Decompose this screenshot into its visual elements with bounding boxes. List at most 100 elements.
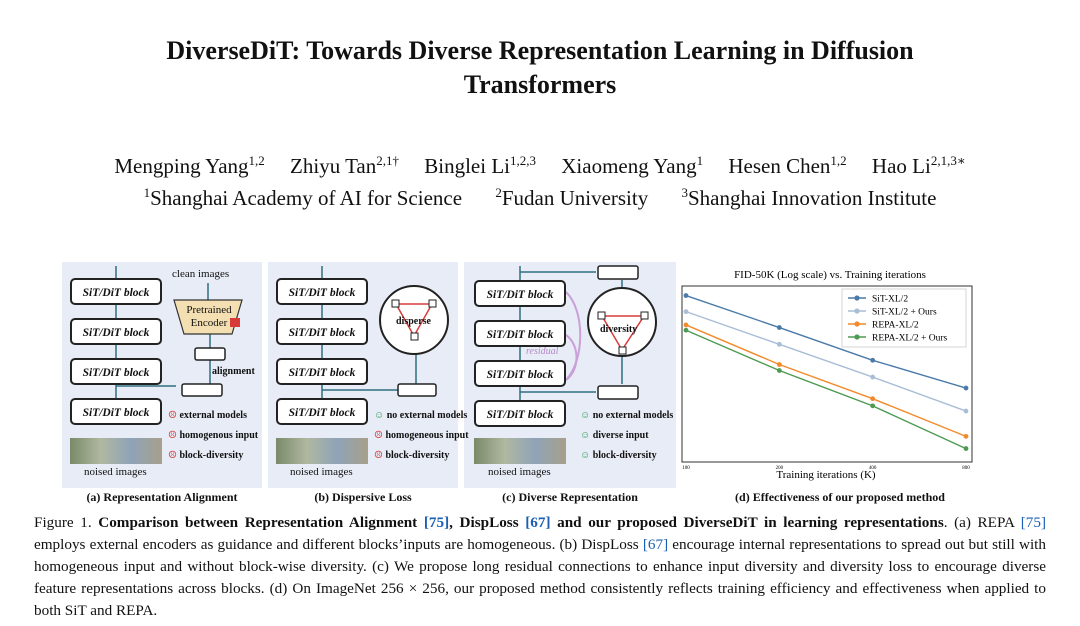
panel-b-label: (b) Dispersive Loss <box>314 490 412 504</box>
legend-label: SiT-XL/2 <box>872 295 908 305</box>
sit-dit-block: SiT/DiT block <box>70 358 162 385</box>
happy-face-icon: ☺ <box>580 450 593 461</box>
title-line-2: Transformers <box>463 70 617 99</box>
diversity-label: diversity <box>600 324 638 335</box>
sad-face-icon: ☹ <box>168 410 180 421</box>
data-point <box>963 385 969 391</box>
noised-image-thumbnail <box>474 438 566 464</box>
legend-item: ☹ block-diversity <box>374 450 450 461</box>
chart-legend: SiT-XL/2 SiT-XL/2 + Ours REPA-XL/2 REPA-XL/… <box>841 288 967 348</box>
sit-dit-block: SiT/DiT block <box>276 318 368 345</box>
alignment-label: alignment <box>212 366 255 377</box>
data-point <box>776 325 782 330</box>
data-point <box>870 357 876 363</box>
happy-face-icon: ☺ <box>580 410 593 421</box>
sit-dit-block: SiT/DiT block <box>474 320 566 347</box>
data-point <box>683 309 689 315</box>
sit-dit-block: SiT/DiT block <box>276 358 368 385</box>
data-point <box>963 433 969 439</box>
fid-chart: FID-50K (Log scale) vs. Training iterati… <box>681 269 973 481</box>
legend-marker <box>854 334 860 340</box>
series-line-4 <box>685 329 967 450</box>
panel-a-label: (a) Representation Alignment <box>86 490 238 504</box>
paper-title: DiverseDiT: Towards Diverse Representati… <box>0 34 1080 102</box>
figure-caption: Figure 1. Comparison between Representat… <box>34 514 1047 619</box>
data-point <box>776 362 782 367</box>
x-tick-label: 400 <box>869 466 877 471</box>
legend-label: REPA-XL/2 + Ours <box>872 334 948 344</box>
noised-images-label: noised images <box>488 466 551 478</box>
data-point <box>776 341 782 347</box>
legend-item: ☹ homogenous input <box>168 430 259 441</box>
author: Mengping Yang1,2 <box>114 153 265 178</box>
sad-face-icon: ☹ <box>168 430 180 441</box>
data-point <box>870 374 876 380</box>
sit-dit-block: SiT/DiT block <box>70 398 162 425</box>
happy-face-icon: ☺ <box>580 430 593 441</box>
sad-face-icon: ☹ <box>168 450 180 461</box>
sit-dit-block: SiT/DiT block <box>70 318 162 345</box>
sit-dit-block: SiT/DiT block <box>276 398 368 425</box>
sad-face-icon: ☹ <box>374 450 386 461</box>
affiliation: 1Shanghai Academy of AI for Science <box>143 185 463 210</box>
data-point <box>963 408 969 414</box>
legend-item: ☺ no external models <box>374 410 468 421</box>
affiliation: 3Shanghai Innovation Institute <box>681 185 937 210</box>
legend-item: ☹ block-diversity <box>168 450 244 461</box>
x-tick-label: 800 <box>962 466 970 471</box>
legend-marker <box>854 321 860 327</box>
noised-images-label: noised images <box>84 466 147 478</box>
legend-item: ☺ diverse input <box>580 430 649 441</box>
legend-item: ☹ homogeneous input <box>374 430 469 441</box>
x-tick-label: 200 <box>776 466 784 471</box>
panel-d-label: (d) Effectiveness of our proposed method <box>735 490 945 504</box>
data-point <box>683 322 689 328</box>
legend-marker <box>854 308 860 314</box>
disperse-label: disperse <box>396 316 431 327</box>
sit-dit-block: SiT/DiT block <box>474 400 566 427</box>
data-point <box>776 368 782 373</box>
series-line-2 <box>685 310 967 412</box>
data-point <box>963 446 969 451</box>
chart-x-label: Training iterations (K) <box>776 469 876 481</box>
legend-label: SiT-XL/2 + Ours <box>872 308 937 318</box>
data-point <box>870 396 876 402</box>
author: Xiaomeng Yang1 <box>561 153 704 178</box>
title-line-1: DiverseDiT: Towards Diverse Representati… <box>166 36 914 65</box>
citation-link[interactable]: [67] <box>642 536 669 553</box>
author: Binglei Li1,2,3 <box>424 153 536 178</box>
happy-face-icon: ☺ <box>374 410 387 421</box>
author-list: Mengping Yang1,2 Zhiyu Tan2,1† Binglei L… <box>0 146 1080 181</box>
affiliation-list: 1Shanghai Academy of AI for Science 2Fud… <box>0 178 1080 213</box>
noised-image-thumbnail <box>70 438 162 464</box>
caption-prefix: Figure 1. <box>34 514 92 531</box>
citation-link[interactable]: [75] <box>423 514 450 531</box>
chart-frame <box>681 285 973 463</box>
legend-item: ☺ no external models <box>580 410 674 421</box>
data-point <box>683 293 689 298</box>
legend-label: REPA-XL/2 <box>872 321 919 331</box>
chart-title: FID-50K (Log scale) vs. Training iterati… <box>734 269 926 281</box>
noised-image-thumbnail <box>276 438 368 464</box>
caption-bold: Comparison between Representation Alignm… <box>98 514 944 531</box>
data-point <box>870 403 876 409</box>
legend-item: ☺ block-diversity <box>580 450 657 461</box>
noised-images-label: noised images <box>290 466 353 478</box>
encoder-label: Pretrained Encoder <box>186 304 232 329</box>
data-point <box>683 327 689 333</box>
sit-dit-block: SiT/DiT block <box>276 278 368 305</box>
panel-c-label: (c) Diverse Representation <box>502 490 638 504</box>
sit-dit-block: SiT/DiT block <box>70 278 162 305</box>
clean-images-label: clean images <box>172 268 230 280</box>
sit-dit-block: SiT/DiT block <box>474 280 566 307</box>
citation-link[interactable]: [75] <box>1020 514 1047 531</box>
series-line-3 <box>685 324 967 438</box>
citation-link[interactable]: [67] <box>525 514 551 531</box>
series-line-1 <box>685 294 967 389</box>
sit-dit-block: SiT/DiT block <box>474 360 566 387</box>
x-tick-label: 100 <box>682 466 690 471</box>
residual-label: residual <box>526 346 559 357</box>
author: Zhiyu Tan2,1† <box>290 153 399 178</box>
legend-item: ☹ external models <box>168 410 247 421</box>
author: Hao Li2,1,3∗ <box>871 153 966 178</box>
